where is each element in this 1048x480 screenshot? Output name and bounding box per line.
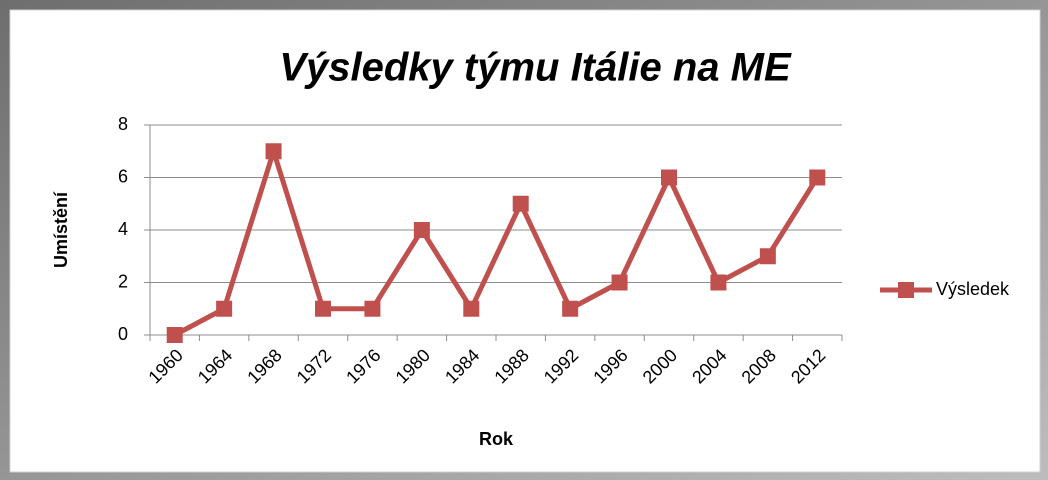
y-tick-label: 4 bbox=[118, 219, 128, 239]
point-marker bbox=[710, 274, 727, 291]
legend-marker bbox=[898, 282, 914, 298]
point-marker bbox=[809, 169, 826, 186]
point-marker bbox=[759, 248, 776, 265]
point-marker bbox=[364, 300, 381, 317]
point-marker bbox=[413, 222, 430, 238]
chart-background bbox=[9, 9, 1041, 473]
legend-label: Výsledek bbox=[936, 279, 1010, 299]
chart-title: Výsledky týmu Itálie na ME bbox=[279, 46, 792, 90]
point-marker bbox=[315, 300, 331, 317]
point-marker bbox=[463, 300, 480, 317]
point-marker bbox=[562, 300, 579, 317]
point-marker bbox=[512, 195, 529, 212]
y-tick-label: 2 bbox=[118, 271, 128, 291]
point-marker bbox=[661, 169, 677, 186]
y-tick-label: 6 bbox=[118, 166, 128, 186]
y-tick-label: 0 bbox=[118, 324, 128, 344]
series-line bbox=[173, 148, 820, 338]
y-tick-label: 8 bbox=[118, 114, 128, 134]
y-axis-title: Umístění bbox=[51, 191, 71, 268]
point-marker bbox=[265, 143, 282, 160]
point-marker bbox=[611, 274, 628, 291]
point-marker bbox=[166, 327, 183, 343]
x-axis-title: Rok bbox=[479, 429, 514, 449]
point-marker bbox=[216, 300, 233, 317]
